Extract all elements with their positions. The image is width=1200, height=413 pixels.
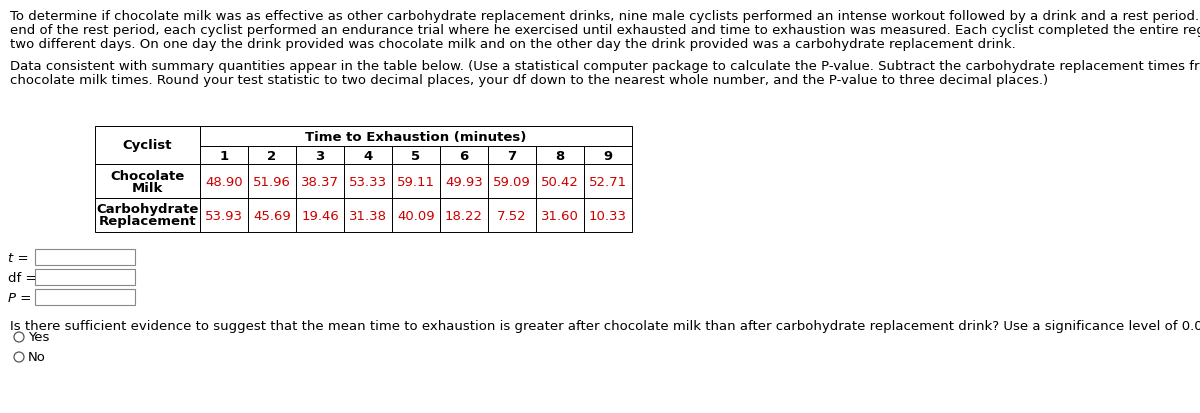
Text: 52.71: 52.71	[589, 175, 628, 188]
Text: 53.33: 53.33	[349, 175, 388, 188]
Bar	[95, 165, 200, 199]
Bar	[200, 147, 248, 165]
Text: No: No	[28, 351, 46, 363]
Text: 59.11: 59.11	[397, 175, 436, 188]
Text: 48.90: 48.90	[205, 175, 242, 188]
Text: Cyclist: Cyclist	[122, 139, 173, 152]
Text: 3: 3	[316, 149, 325, 162]
Text: 5: 5	[412, 149, 420, 162]
Bar	[296, 199, 344, 233]
Text: Carbohydrate: Carbohydrate	[96, 203, 199, 216]
Bar	[35, 269, 134, 285]
Text: Replacement: Replacement	[98, 215, 197, 228]
Text: 45.69: 45.69	[253, 209, 290, 222]
Bar	[344, 147, 392, 165]
Bar	[584, 199, 632, 233]
Bar	[296, 165, 344, 199]
Text: chocolate milk times. Round your test statistic to two decimal places, your df d: chocolate milk times. Round your test st…	[10, 74, 1048, 87]
Text: To determine if chocolate milk was as effective as other carbohydrate replacemen: To determine if chocolate milk was as ef…	[10, 10, 1200, 23]
Text: 53.93: 53.93	[205, 209, 242, 222]
Bar	[248, 165, 296, 199]
Text: df =: df =	[8, 271, 36, 284]
Text: 1: 1	[220, 149, 228, 162]
Bar	[35, 289, 134, 305]
Bar	[440, 147, 488, 165]
Text: 50.42: 50.42	[541, 175, 578, 188]
Text: 18.22: 18.22	[445, 209, 482, 222]
Bar	[200, 127, 632, 147]
Bar	[35, 249, 134, 266]
Text: P =: P =	[8, 291, 31, 304]
Bar	[200, 199, 248, 233]
Circle shape	[14, 352, 24, 362]
Bar	[95, 199, 200, 233]
Text: Is there sufficient evidence to suggest that the mean time to exhaustion is grea: Is there sufficient evidence to suggest …	[10, 319, 1200, 332]
Text: Milk: Milk	[132, 181, 163, 194]
Bar	[95, 127, 200, 165]
Text: Yes: Yes	[28, 331, 49, 344]
Bar	[536, 199, 584, 233]
Bar	[488, 199, 536, 233]
Text: Data consistent with summary quantities appear in the table below. (Use a statis: Data consistent with summary quantities …	[10, 60, 1200, 73]
Bar	[248, 199, 296, 233]
Text: 51.96: 51.96	[253, 175, 290, 188]
Bar	[584, 165, 632, 199]
Bar	[584, 147, 632, 165]
Text: 59.09: 59.09	[493, 175, 530, 188]
Text: end of the rest period, each cyclist performed an endurance trial where he exerc: end of the rest period, each cyclist per…	[10, 24, 1200, 37]
Text: 2: 2	[268, 149, 276, 162]
Bar	[392, 165, 440, 199]
Text: 38.37: 38.37	[301, 175, 340, 188]
Bar	[248, 147, 296, 165]
Text: 4: 4	[364, 149, 373, 162]
Bar	[392, 199, 440, 233]
Bar	[200, 165, 248, 199]
Text: 7: 7	[508, 149, 516, 162]
Bar	[344, 199, 392, 233]
Text: 31.38: 31.38	[349, 209, 386, 222]
Text: 9: 9	[604, 149, 612, 162]
Bar	[344, 165, 392, 199]
Text: 49.93: 49.93	[445, 175, 482, 188]
Text: t =: t =	[8, 251, 29, 264]
Circle shape	[14, 332, 24, 342]
Text: 6: 6	[460, 149, 469, 162]
Bar	[488, 165, 536, 199]
Text: two different days. On one day the drink provided was chocolate milk and on the : two different days. On one day the drink…	[10, 38, 1015, 51]
Text: Chocolate: Chocolate	[110, 169, 185, 182]
Bar	[440, 165, 488, 199]
Text: 31.60: 31.60	[541, 209, 578, 222]
Text: Time to Exhaustion (minutes): Time to Exhaustion (minutes)	[305, 130, 527, 143]
Text: 8: 8	[556, 149, 565, 162]
Text: 19.46: 19.46	[301, 209, 338, 222]
Bar	[440, 199, 488, 233]
Text: 7.52: 7.52	[497, 209, 527, 222]
Text: 10.33: 10.33	[589, 209, 628, 222]
Bar	[536, 165, 584, 199]
Bar	[536, 147, 584, 165]
Bar	[296, 147, 344, 165]
Bar	[392, 147, 440, 165]
Bar	[488, 147, 536, 165]
Text: 40.09: 40.09	[397, 209, 434, 222]
